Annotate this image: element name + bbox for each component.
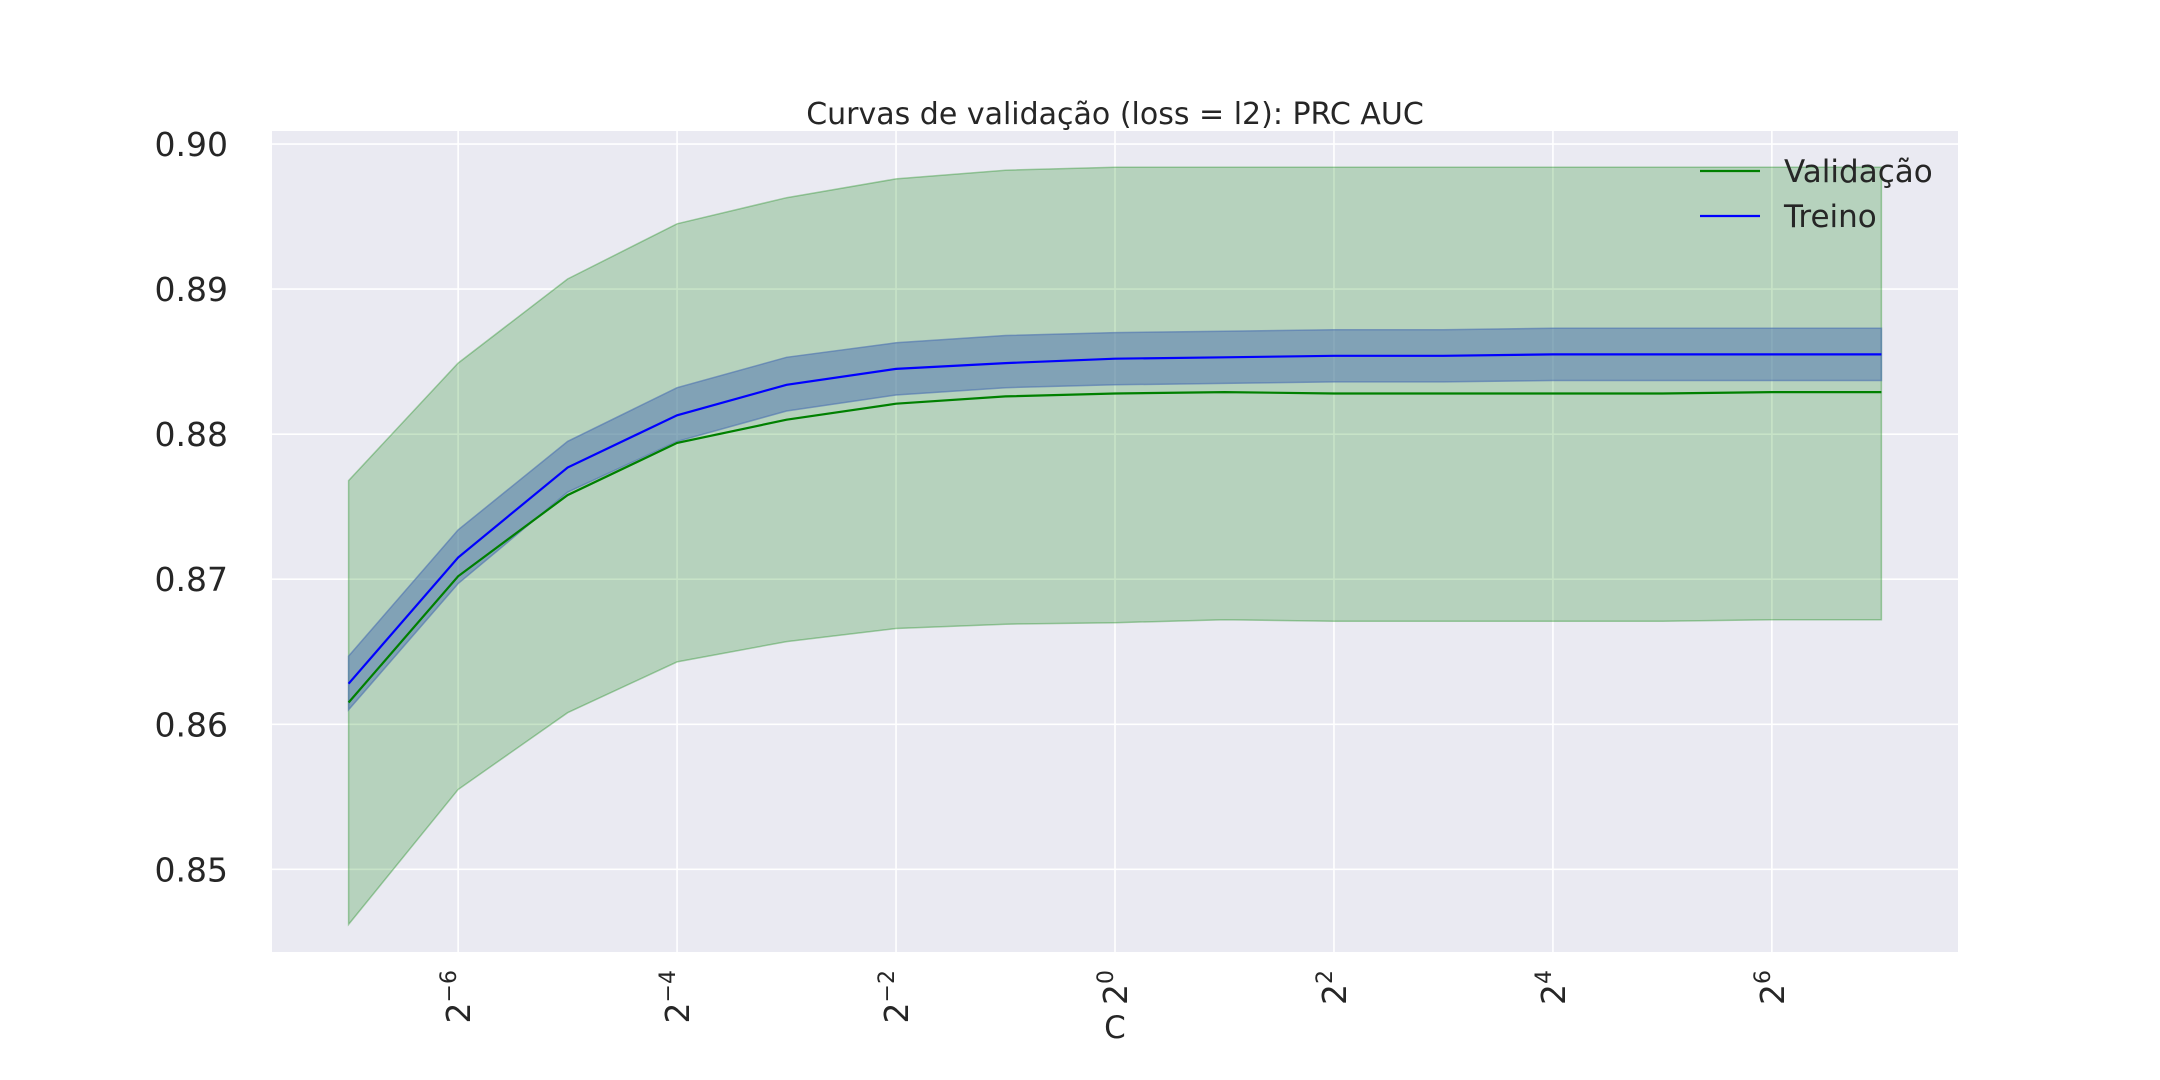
series-line-1: [347, 390, 1882, 704]
x-tick-label: 2−2: [875, 970, 916, 1023]
x-tick-label: 2−4: [656, 970, 697, 1023]
x-tick-label: 24: [1532, 970, 1573, 1005]
confidence-band-2: [347, 327, 1883, 712]
legend-label: Validação: [1784, 154, 1933, 190]
x-tick-label: 20: [1094, 970, 1135, 1005]
series-lines: [347, 353, 1882, 704]
y-tick-label: 0.87: [155, 560, 228, 599]
x-axis-ticks: 2−6 2−4 2−2 20 22 24 26: [437, 970, 1792, 1023]
x-tick-label: 22: [1313, 970, 1354, 1005]
legend-label: Treino: [1783, 199, 1877, 235]
legend: Validação Treino: [1700, 154, 1933, 235]
confidence-bands: [347, 166, 1883, 927]
y-tick-label: 0.88: [155, 415, 228, 454]
grid-lines: [272, 131, 1958, 952]
chart-title: Curvas de validação (loss = l2): PRC AUC: [806, 97, 1424, 132]
x-axis-label: C: [1104, 1010, 1126, 1046]
y-tick-label: 0.85: [155, 850, 228, 889]
y-tick-label: 0.86: [155, 705, 228, 744]
x-tick-label: 2−6: [437, 970, 478, 1023]
x-tick-label: 26: [1751, 970, 1792, 1005]
series-line-2: [347, 353, 1882, 685]
y-axis-ticks: 0.85 0.86 0.87 0.88 0.89 0.90: [155, 125, 228, 889]
y-tick-label: 0.89: [155, 270, 228, 309]
y-tick-label: 0.90: [155, 125, 228, 164]
